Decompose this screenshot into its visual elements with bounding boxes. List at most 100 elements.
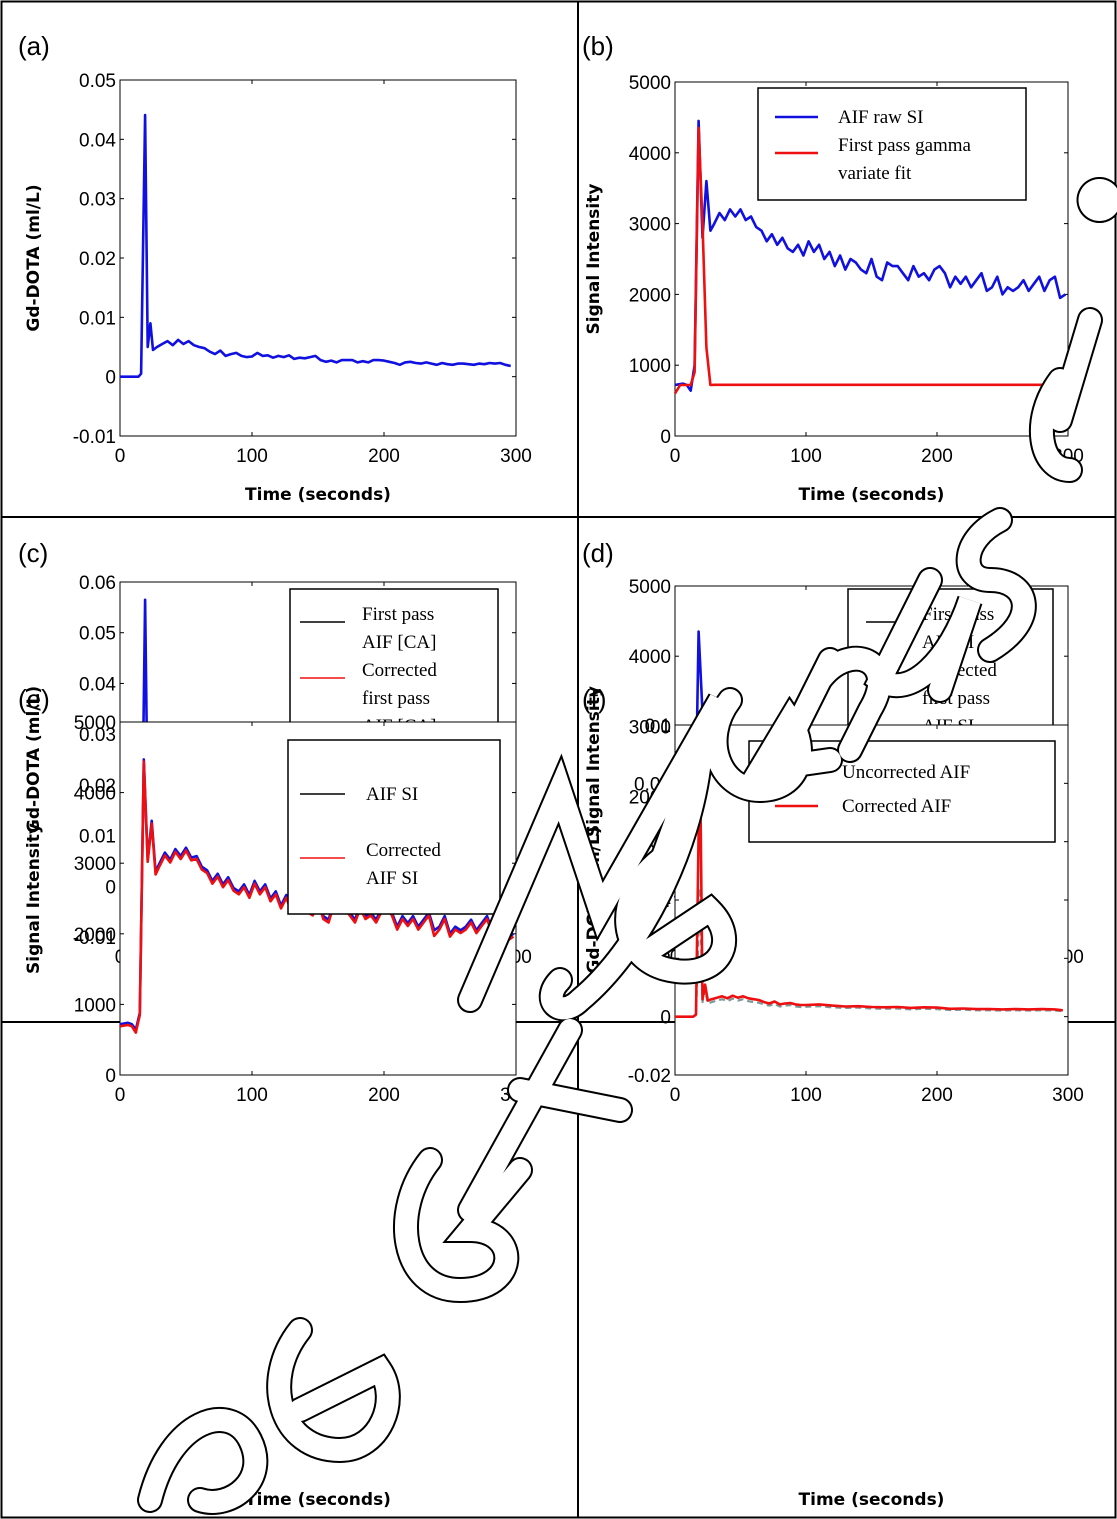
x-axis-label: Time (seconds) (799, 1490, 945, 1510)
legend-entry: AIF SI (366, 868, 418, 889)
legend-entry: Uncorrected AIF (842, 762, 970, 783)
legend-entry: AIF [CA] (362, 632, 436, 653)
legend: AIF SI Corrected AIF SI (287, 739, 501, 915)
watermark-stroke-inner (459, 1019, 631, 1221)
y-tick-label: 5000 (629, 73, 671, 94)
watermark-logo-inner (139, 179, 1117, 1513)
watermark-stroke-inner (1030, 369, 1081, 481)
legend-entry: AIF SI (366, 784, 418, 805)
y-tick-label: -0.01 (73, 427, 116, 448)
y-tick-label: 0 (105, 1066, 116, 1087)
y-tick-label: 1000 (629, 356, 671, 377)
x-tick-label: 200 (921, 446, 953, 467)
series-line-aif-raw-si (674, 119, 1067, 393)
x-tick-label: 300 (500, 446, 532, 467)
watermark-stroke-inner (1049, 309, 1101, 431)
watermark-stroke-inner (540, 749, 711, 1020)
x-tick-label: 300 (1052, 1085, 1084, 1106)
legend-entry: Corrected AIF (842, 796, 951, 817)
x-tick-label: 0 (115, 446, 126, 467)
series-line-aif (120, 113, 511, 379)
x-axis-label: Time (seconds) (245, 1490, 391, 1510)
panel-letter: (f) (582, 684, 607, 714)
series-line-first-pass-gamma-variate-fit (673, 126, 1068, 395)
y-tick-label: -0.01 (73, 928, 116, 949)
x-tick-label: 200 (368, 1085, 400, 1106)
y-tick-label: 3000 (629, 215, 671, 236)
x-tick-label: 0 (670, 1085, 681, 1106)
y-axis-label: Signal Intensity (24, 823, 44, 974)
y-tick-label: 3000 (629, 717, 671, 738)
x-axis-label: Time (seconds) (799, 485, 945, 505)
legend-entry: First pass (362, 604, 434, 625)
y-tick-label: 0 (105, 877, 116, 898)
y-tick-label: 0.04 (79, 130, 116, 151)
watermark-stroke-inner (957, 509, 1035, 661)
legend-box (757, 87, 1027, 201)
legend-entry: AIF raw SI (838, 107, 924, 128)
watermark-stroke-inner (1078, 179, 1117, 221)
legend-entry: First pass gamma (838, 135, 972, 156)
y-tick-label: 4000 (74, 784, 116, 805)
x-tick-label: 0 (115, 1085, 126, 1106)
y-axis-label: Signal Intensity (584, 686, 604, 837)
y-tick-label: 0.02 (79, 776, 116, 797)
x-tick-label: 100 (790, 446, 822, 467)
watermark-stroke-inner (395, 1149, 531, 1302)
y-tick-label: 0.03 (79, 190, 116, 211)
panel-letter: (b) (582, 31, 614, 61)
y-tick-label: 0 (660, 1008, 671, 1029)
legend-entry: Corrected (366, 840, 441, 861)
legend: AIF raw SI First pass gamma variate fit (757, 87, 1027, 201)
panel-letter: (e) (18, 684, 50, 714)
watermark-stroke-inner (268, 1319, 399, 1462)
y-tick-label: 0.05 (79, 624, 116, 645)
x-tick-label: 200 (368, 446, 400, 467)
panel-letter: (d) (582, 538, 614, 568)
y-tick-label: 2000 (629, 285, 671, 306)
y-tick-label: 0 (660, 427, 671, 448)
y-tick-label: 0.06 (79, 573, 116, 594)
y-axis-label: Gd-DOTA (ml/L) (24, 686, 44, 833)
watermark-stroke-inner (139, 1409, 267, 1513)
panel-letter: (a) (18, 31, 50, 61)
legend-entry: variate fit (838, 163, 912, 184)
x-tick-label: 200 (921, 1085, 953, 1106)
legend-entry: Corrected (362, 660, 437, 681)
y-tick-label: -0.02 (628, 1066, 671, 1087)
plot-area (119, 79, 517, 437)
y-tick-label: 4000 (629, 647, 671, 668)
y-tick-label: 2000 (74, 925, 116, 946)
y-axis-label: Gd-DOTA (ml/L) (24, 184, 44, 331)
y-tick-label: 0.01 (79, 827, 116, 848)
y-tick-label: 1000 (74, 995, 116, 1016)
x-tick-label: 0 (670, 446, 681, 467)
watermark-stroke-inner (616, 849, 736, 983)
x-tick-label: 100 (790, 1085, 822, 1106)
y-tick-label: 0.03 (79, 725, 116, 746)
y-tick-label: 3000 (74, 854, 116, 875)
y-tick-label: 0.05 (79, 71, 116, 92)
y-tick-label: 5000 (74, 713, 116, 734)
series-line-corrected-aif (675, 744, 1063, 1019)
watermark-stroke-inner (865, 569, 981, 701)
legend-box (287, 739, 501, 915)
legend-entry: first pass (362, 688, 430, 709)
y-tick-label: 0 (105, 368, 116, 389)
y-tick-label: 5000 (629, 577, 671, 598)
y-tick-label: 0.02 (79, 249, 116, 270)
y-tick-label: 0.01 (79, 308, 116, 329)
watermark-stroke-inner (459, 694, 731, 1011)
x-tick-label: 100 (236, 1085, 268, 1106)
y-tick-label: 0.04 (79, 674, 116, 695)
watermark-stroke-inner (769, 647, 891, 771)
panel-letter: (c) (18, 538, 48, 568)
y-tick-label: 0.1 (645, 716, 671, 737)
x-axis-label: Time (seconds) (245, 485, 391, 505)
y-axis-label: Signal Intensity (584, 184, 604, 335)
